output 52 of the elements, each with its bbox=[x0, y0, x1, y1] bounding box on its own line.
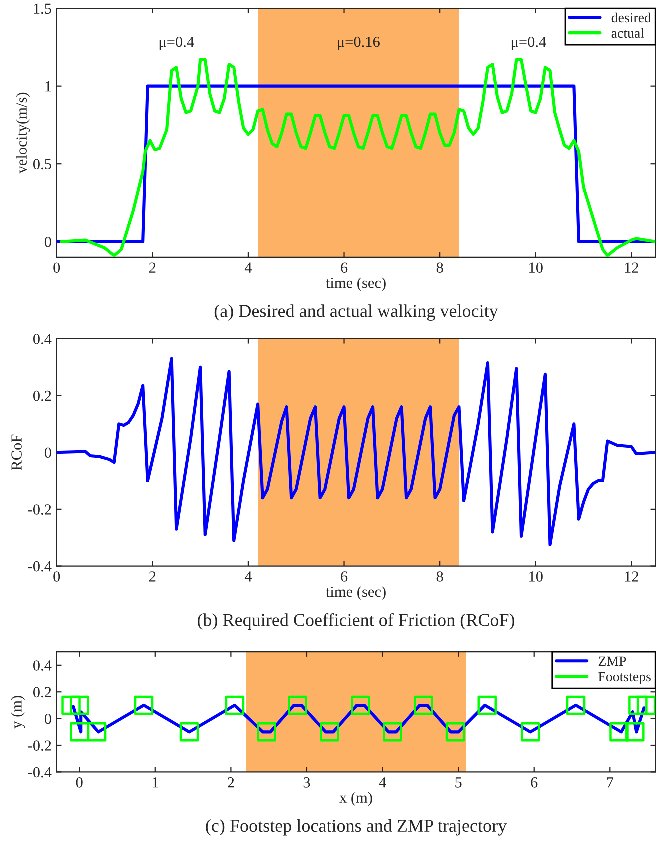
x-tick-label: 0 bbox=[54, 572, 60, 582]
x-axis-title: time (sec) bbox=[326, 586, 386, 600]
annotation: μ=0.4 bbox=[512, 36, 546, 50]
x-tick-label: 7 bbox=[607, 778, 614, 788]
x-tick-label: 5 bbox=[456, 778, 462, 788]
y-tick-label: 1 bbox=[46, 82, 52, 92]
legend-label: actual bbox=[612, 28, 644, 38]
y-axis-title: RCoF bbox=[12, 434, 22, 470]
x-tick-label: 0 bbox=[54, 262, 60, 274]
text: (c) Footstep locations and ZMP trajectory bbox=[206, 819, 508, 836]
x-tick-label: 10 bbox=[530, 262, 543, 274]
y-axis-title: velocity(m/s) bbox=[16, 92, 30, 174]
x-axis-title: time (sec) bbox=[326, 278, 386, 292]
y-tick-label: 0.5 bbox=[33, 159, 52, 170]
y-tick-label: 0 bbox=[44, 714, 52, 724]
x-axis-title: x (m) bbox=[340, 792, 372, 806]
y-tick-label: -0.2 bbox=[28, 504, 52, 515]
x-tick-label: 1 bbox=[152, 778, 158, 788]
y-tick-label: 0 bbox=[44, 448, 52, 458]
x-tick-label: 2 bbox=[150, 572, 156, 582]
y-tick-label: -0.4 bbox=[28, 767, 52, 778]
text: (b) Required Coefficient of Friction (RCoF) bbox=[198, 613, 514, 630]
x-tick-label: 8 bbox=[436, 572, 444, 582]
x-tick-label: 6 bbox=[341, 262, 348, 274]
text: (a) Desired and actual walking velocity bbox=[214, 304, 498, 322]
legend-label: Footsteps bbox=[598, 672, 651, 684]
annotation: μ=0.4 bbox=[160, 36, 194, 50]
y-tick-label: 0.2 bbox=[33, 687, 52, 698]
x-tick-label: 4 bbox=[379, 778, 386, 788]
y-tick-label: -0.4 bbox=[28, 561, 52, 572]
x-tick-label: 8 bbox=[436, 262, 444, 274]
legend-label: ZMP bbox=[598, 656, 626, 666]
x-tick-label: 2 bbox=[228, 778, 234, 788]
y-tick-label: 1.5 bbox=[34, 4, 52, 14]
x-tick-label: 6 bbox=[531, 778, 538, 788]
x-tick-label: 12 bbox=[625, 572, 638, 582]
y-tick-label: 0.4 bbox=[33, 334, 52, 344]
annotation: μ=0.16 bbox=[338, 36, 380, 50]
y-axis-title: y (m) bbox=[11, 696, 26, 729]
x-tick-label: 6 bbox=[341, 572, 348, 582]
legend-label: desired bbox=[612, 12, 652, 23]
x-tick-label: 12 bbox=[625, 262, 638, 273]
x-tick-label: 10 bbox=[530, 572, 543, 582]
x-tick-label: 4 bbox=[244, 572, 252, 582]
y-tick-label: 0.2 bbox=[33, 390, 52, 402]
y-tick-label: 0 bbox=[44, 236, 52, 248]
x-tick-label: 4 bbox=[244, 262, 252, 273]
y-tick-label: 0.4 bbox=[33, 660, 52, 671]
x-tick-label: 0 bbox=[76, 778, 83, 788]
x-tick-label: 2 bbox=[150, 262, 156, 273]
y-tick-label: -0.2 bbox=[28, 740, 52, 752]
x-tick-label: 3 bbox=[304, 778, 310, 788]
